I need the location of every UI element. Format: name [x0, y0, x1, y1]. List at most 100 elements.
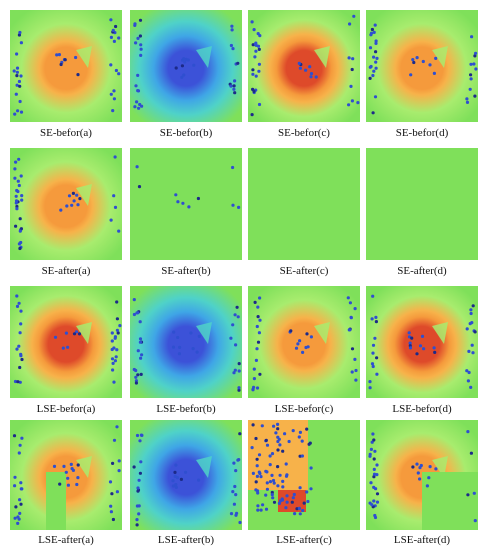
marker-dot [281, 485, 285, 489]
marker-dot [78, 197, 82, 201]
panel-overlay [133, 18, 240, 110]
marker-dot [264, 507, 269, 511]
image-panel [130, 148, 242, 260]
marker-dot [314, 75, 318, 79]
marker-dot [372, 438, 376, 442]
marker-dot [138, 340, 142, 344]
marker-dot [254, 42, 258, 46]
marker-dot [308, 441, 312, 445]
panel-caption: LSE-after(a) [38, 534, 94, 546]
marker-dot [18, 365, 22, 370]
marker-dot [18, 217, 22, 221]
marker-dot [14, 201, 18, 205]
marker-dot [234, 343, 238, 347]
marker-dot [375, 500, 380, 504]
marker-dot [374, 39, 378, 43]
image-panel [248, 148, 360, 260]
marker-dot [372, 30, 376, 34]
marker-dot [265, 470, 269, 474]
marker-dot [117, 459, 121, 463]
marker-dot [74, 55, 78, 60]
marker-dot [468, 87, 472, 91]
marker-dot [466, 493, 470, 497]
shape-notch [76, 322, 92, 344]
marker-dot [14, 92, 18, 96]
marker-dot [265, 443, 270, 447]
marker-dot [470, 35, 474, 39]
panel-overlay [366, 148, 478, 260]
marker-dot [136, 349, 140, 353]
marker-dot [347, 56, 351, 60]
marker-dot [55, 53, 59, 57]
marker-dot [469, 77, 473, 81]
marker-dot [13, 484, 17, 488]
marker-dot [257, 453, 262, 457]
marker-dot [17, 79, 21, 84]
marker-dot [15, 188, 19, 193]
marker-dot [372, 69, 376, 73]
marker-dot [422, 347, 426, 351]
marker-dot [18, 511, 22, 515]
marker-dot [114, 355, 118, 359]
marker-dot [117, 229, 121, 233]
panel-caption: SE-after(b) [161, 265, 211, 277]
panel-caption: LSE-after(d) [393, 534, 451, 546]
marker-dot [233, 79, 237, 83]
marker-dot [374, 315, 378, 319]
marker-dot [238, 432, 242, 436]
marker-dot [465, 327, 469, 331]
marker-dot [250, 113, 254, 117]
marker-dot [276, 448, 280, 452]
marker-dot [12, 69, 16, 73]
marker-dot [306, 499, 310, 504]
marker-dot [136, 489, 140, 493]
image-panel [248, 420, 360, 530]
marker-dot [20, 194, 24, 198]
marker-dot [252, 28, 256, 32]
marker-dot [372, 475, 376, 479]
marker-dot [308, 65, 312, 69]
marker-dot [289, 329, 293, 333]
marker-dot [118, 324, 122, 328]
marker-dot [372, 467, 376, 471]
marker-dot [138, 471, 142, 475]
marker-dot [232, 87, 236, 91]
marker-dot [368, 454, 372, 458]
marker-dot [184, 470, 188, 474]
marker-dot [18, 84, 22, 88]
marker-dot [268, 454, 272, 458]
marker-dot [14, 224, 18, 228]
panel-caption: SE-befor(c) [278, 127, 330, 139]
marker-dot [237, 388, 241, 392]
marker-dot [372, 457, 376, 461]
marker-dot [14, 505, 18, 509]
marker-dot [375, 463, 379, 467]
marker-dot [375, 56, 379, 61]
panel-caption: SE-after(a) [41, 265, 91, 277]
marker-dot [407, 331, 411, 335]
panel-overlay [13, 155, 121, 251]
marker-dot [112, 89, 116, 93]
marker-dot [433, 350, 437, 354]
marker-dot [470, 343, 474, 347]
marker-dot [134, 84, 138, 88]
marker-dot [19, 354, 23, 358]
marker-dot [134, 41, 138, 45]
marker-dot [174, 485, 178, 489]
marker-dot [309, 72, 314, 76]
marker-dot [270, 493, 274, 497]
marker-dot [250, 446, 254, 450]
marker-dot [114, 24, 118, 29]
marker-dot [374, 66, 378, 70]
marker-dot [291, 496, 295, 500]
marker-dot [177, 352, 181, 356]
marker-dot [18, 99, 22, 104]
marker-dot [252, 367, 256, 371]
marker-dot [411, 58, 415, 62]
marker-dot [255, 464, 259, 468]
marker-dot [117, 36, 121, 40]
marker-dot [465, 100, 470, 104]
marker-dot [259, 508, 263, 512]
marker-dot [252, 377, 256, 381]
marker-dot [231, 165, 235, 170]
